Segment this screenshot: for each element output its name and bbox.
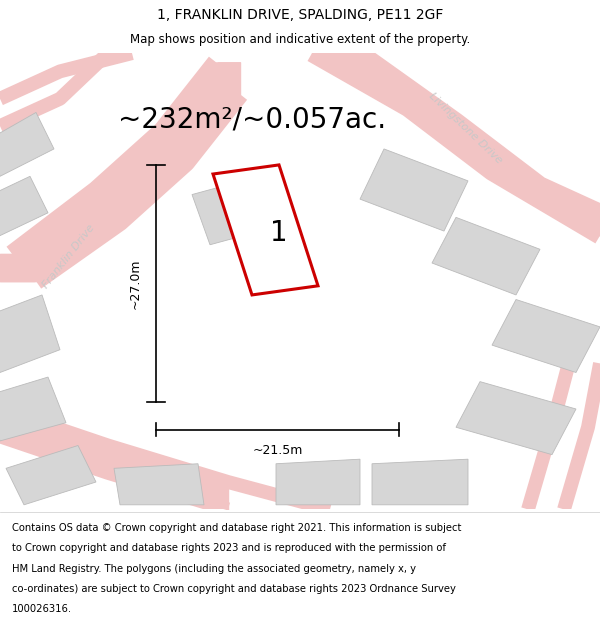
Polygon shape — [432, 217, 540, 295]
Text: Contains OS data © Crown copyright and database right 2021. This information is : Contains OS data © Crown copyright and d… — [12, 523, 461, 533]
Text: ~21.5m: ~21.5m — [253, 444, 302, 456]
Text: 1, FRANKLIN DRIVE, SPALDING, PE11 2GF: 1, FRANKLIN DRIVE, SPALDING, PE11 2GF — [157, 8, 443, 22]
Polygon shape — [192, 172, 294, 245]
Polygon shape — [0, 295, 60, 372]
Polygon shape — [6, 446, 96, 505]
Polygon shape — [0, 112, 54, 176]
Polygon shape — [456, 382, 576, 454]
Text: 100026316.: 100026316. — [12, 604, 72, 614]
Polygon shape — [213, 165, 318, 295]
Polygon shape — [0, 176, 48, 236]
Text: to Crown copyright and database rights 2023 and is reproduced with the permissio: to Crown copyright and database rights 2… — [12, 544, 446, 554]
Polygon shape — [372, 459, 468, 505]
Text: ~27.0m: ~27.0m — [128, 258, 142, 309]
Text: Franklin Drive: Franklin Drive — [41, 222, 97, 290]
Polygon shape — [276, 459, 360, 505]
Text: 1: 1 — [270, 219, 288, 248]
Text: Map shows position and indicative extent of the property.: Map shows position and indicative extent… — [130, 33, 470, 46]
Polygon shape — [492, 299, 600, 372]
Text: HM Land Registry. The polygons (including the associated geometry, namely x, y: HM Land Registry. The polygons (includin… — [12, 564, 416, 574]
Polygon shape — [0, 377, 66, 441]
Text: Livingstone Drive: Livingstone Drive — [427, 91, 503, 166]
Text: ~232m²/~0.057ac.: ~232m²/~0.057ac. — [118, 105, 386, 133]
Text: co-ordinates) are subject to Crown copyright and database rights 2023 Ordnance S: co-ordinates) are subject to Crown copyr… — [12, 584, 456, 594]
Polygon shape — [114, 464, 204, 505]
Polygon shape — [360, 149, 468, 231]
